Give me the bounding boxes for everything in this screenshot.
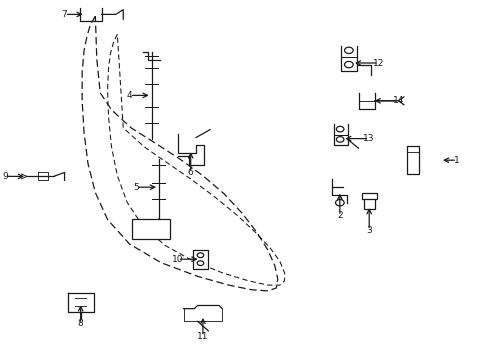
Text: 12: 12 (372, 58, 384, 68)
Text: 6: 6 (187, 168, 193, 177)
Bar (361, 193, 376, 199)
Bar (363, 195, 374, 209)
Text: 10: 10 (171, 255, 183, 264)
Text: 4: 4 (126, 91, 132, 100)
Text: 3: 3 (366, 226, 371, 235)
Text: 1: 1 (453, 156, 459, 165)
Text: 5: 5 (133, 183, 139, 192)
Text: 9: 9 (2, 172, 8, 181)
Text: 2: 2 (336, 211, 342, 220)
Text: 7: 7 (61, 10, 67, 19)
Text: 14: 14 (392, 96, 404, 105)
Bar (193, 250, 207, 269)
Bar (132, 219, 169, 239)
Text: 8: 8 (78, 320, 83, 328)
Bar (407, 146, 418, 175)
Text: 11: 11 (197, 332, 208, 341)
Text: 13: 13 (363, 134, 374, 143)
